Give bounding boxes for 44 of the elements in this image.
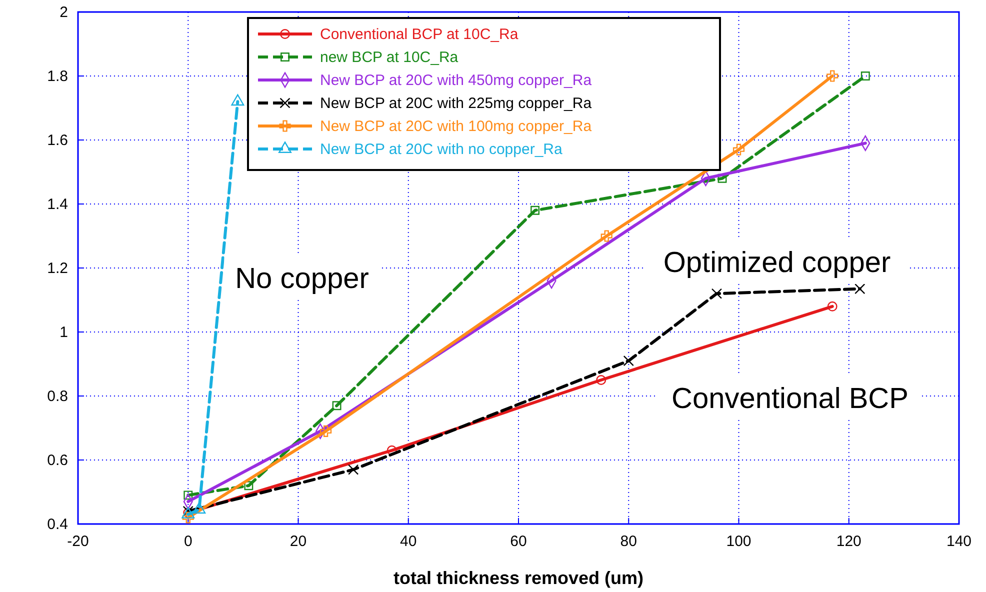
legend-label: New BCP at 20C with 450mg copper_Ra <box>320 72 592 89</box>
legend-label: New BCP at 20C with 100mg copper_Ra <box>320 118 592 135</box>
y-tick-label: 0.6 <box>47 452 68 469</box>
point <box>711 288 722 299</box>
legend-label: New BCP at 20C with 225mg copper_Ra <box>320 95 592 112</box>
y-tick-label: 0.4 <box>47 516 68 533</box>
x-tick-label: 40 <box>400 533 417 550</box>
y-tick-label: 2 <box>60 4 68 21</box>
annotation: No copper <box>235 263 370 295</box>
point <box>854 283 866 294</box>
point <box>600 230 612 242</box>
y-tick-label: 1.4 <box>47 196 68 213</box>
x-tick-label: 20 <box>290 533 307 550</box>
point <box>182 512 194 524</box>
y-tick-label: 1.8 <box>47 68 68 85</box>
point <box>320 425 332 437</box>
x-tick-label: 60 <box>510 533 527 550</box>
point <box>732 144 745 156</box>
point <box>596 375 606 385</box>
point <box>244 481 254 490</box>
x-tick-label: 140 <box>946 533 972 550</box>
x-axis-title: total thickness removed (um) <box>393 568 644 588</box>
y-tick-label: 0.8 <box>47 388 68 405</box>
annotation: Optimized copper <box>663 247 891 279</box>
y-tick-label: 1 <box>60 324 68 341</box>
x-tick-label: 120 <box>836 533 862 550</box>
point <box>184 490 193 500</box>
y-tick-label: 1.2 <box>47 260 68 277</box>
x-tick-label: 100 <box>726 533 752 550</box>
y-tick-label: 1.6 <box>47 132 68 149</box>
legend-label: new BCP at 10C_Ra <box>320 49 459 66</box>
point <box>332 401 342 410</box>
point <box>348 464 359 475</box>
point <box>530 206 540 215</box>
legend-label: Conventional BCP at 10C_Ra <box>320 26 519 43</box>
point <box>826 70 838 82</box>
point <box>827 301 838 312</box>
point <box>623 355 634 366</box>
x-tick-label: 80 <box>620 533 637 550</box>
legend-label: New BCP at 20C with no copper_Ra <box>320 141 564 158</box>
annotation: Conventional BCP <box>672 383 908 415</box>
x-tick-label: -20 <box>67 533 89 550</box>
point <box>860 72 870 80</box>
x-tick-label: 0 <box>184 533 192 550</box>
